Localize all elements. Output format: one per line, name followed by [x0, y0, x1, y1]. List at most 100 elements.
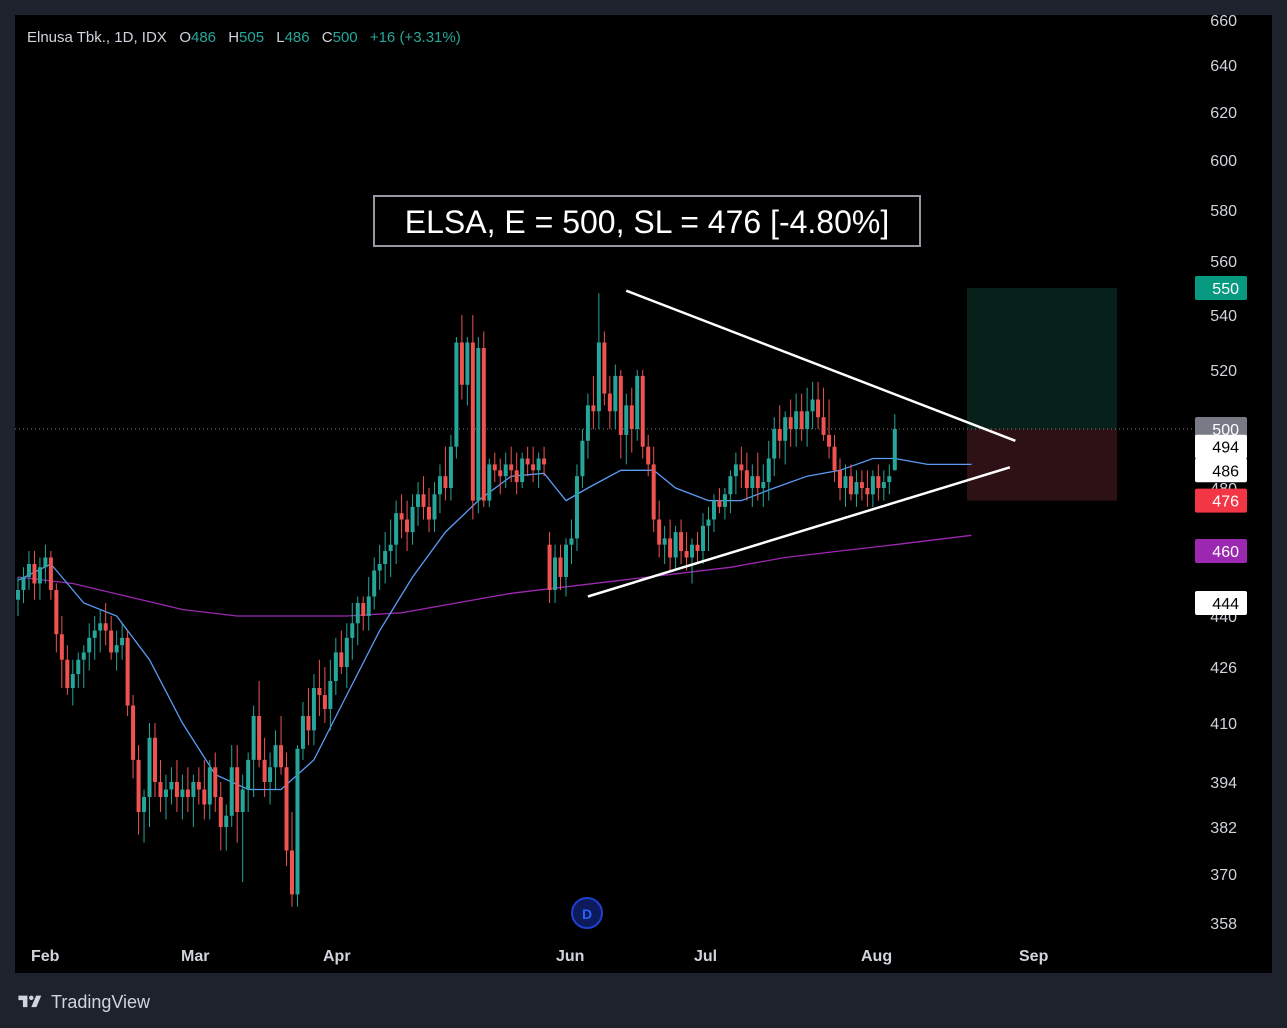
price-marker-label: 476 — [1212, 494, 1239, 511]
candle-body — [728, 476, 733, 495]
y-tick-label: 620 — [1210, 105, 1237, 122]
candle-body — [218, 797, 223, 827]
candle-body — [755, 476, 760, 488]
candle-body — [290, 850, 294, 895]
candle-body — [525, 458, 530, 465]
candle-body — [421, 494, 426, 507]
candle-body — [16, 590, 20, 600]
event-marker-label: D — [582, 906, 592, 922]
candle-body — [70, 674, 75, 688]
candle-body — [207, 767, 212, 805]
price-marker-label: 550 — [1212, 281, 1239, 298]
candle-body — [37, 567, 42, 584]
candle-body — [854, 482, 859, 495]
candle-body — [651, 464, 656, 520]
symbol-title: Elnusa Tbk., 1D, IDX — [27, 29, 167, 46]
high-label: H — [228, 29, 240, 46]
candle-body — [810, 399, 815, 412]
candle-body — [333, 652, 338, 681]
candle-body — [300, 716, 305, 749]
high-value: 505 — [239, 29, 265, 46]
candle-body — [613, 375, 618, 412]
annotation-text: ELSA, E = 500, SL = 476 [-4.80%] — [405, 204, 889, 240]
candle-body — [722, 494, 727, 507]
candle-body — [870, 476, 875, 495]
candle-body — [295, 748, 300, 895]
candle-body — [591, 405, 596, 412]
y-tick-label: 580 — [1210, 203, 1237, 220]
candle-body — [536, 458, 541, 471]
candle-body — [881, 482, 886, 488]
candle-body — [739, 464, 744, 471]
candle-body — [805, 411, 810, 429]
chart-frame[interactable]: Feb Mar Apr Jun Jul Aug Sep 660 640 620 600 580 560 5… — [15, 15, 1272, 973]
candle-body — [470, 342, 475, 501]
slow-moving-average-line — [17, 534, 972, 617]
candle-body — [87, 637, 92, 653]
candle-body — [799, 411, 804, 429]
y-tick-label: 560 — [1210, 254, 1237, 271]
candle-body — [147, 737, 152, 797]
candle-body — [816, 399, 821, 418]
symbol-legend: Elnusa Tbk., 1D, IDX O486 H505 L486 C500… — [27, 29, 461, 46]
x-tick-label: Jul — [694, 948, 717, 965]
candle-body — [750, 476, 755, 488]
candle-body — [246, 759, 251, 790]
tradingview-logo-icon — [18, 995, 42, 1008]
candle-body — [684, 551, 689, 558]
close-label: C — [321, 29, 333, 46]
candle-body — [361, 603, 366, 616]
footer-branding[interactable]: TradingView — [15, 990, 150, 1014]
candle-body — [114, 645, 119, 653]
candle-body — [26, 564, 31, 577]
candle-body — [827, 434, 832, 447]
y-tick-label: 394 — [1210, 775, 1237, 792]
candle-body — [492, 464, 497, 471]
candle-body — [103, 623, 108, 631]
open-value: 486 — [190, 29, 217, 46]
support-trendline — [587, 466, 1011, 598]
candle-body — [48, 557, 53, 590]
y-tick-label: 660 — [1210, 15, 1237, 30]
dividend-event-icon — [571, 897, 603, 929]
candle-body — [355, 603, 360, 624]
candle-body — [640, 375, 645, 447]
candle-body — [498, 470, 503, 477]
candle-body — [695, 544, 700, 551]
candle-body — [454, 342, 459, 447]
y-tick-label: 600 — [1210, 153, 1237, 170]
candle-body — [65, 659, 70, 688]
candle-body — [662, 538, 667, 545]
candle-body — [213, 767, 218, 797]
candle-body — [92, 630, 97, 638]
candle-body — [887, 476, 892, 483]
candle-body — [476, 348, 481, 501]
candle-body — [432, 494, 437, 520]
price-marker-stop — [1195, 488, 1247, 513]
candle-body — [235, 767, 240, 812]
candle-body — [706, 519, 711, 526]
price-chart[interactable]: Feb Mar Apr Jun Jul Aug Sep 660 640 620 600 580 560 5… — [15, 15, 1272, 973]
candle-body — [580, 440, 585, 477]
candle-body — [547, 544, 552, 590]
price-marker-label: 494 — [1212, 440, 1239, 457]
price-marker-ma — [1195, 434, 1247, 459]
candle-body — [229, 767, 234, 816]
candle-body — [202, 789, 207, 805]
candle-body — [701, 525, 705, 551]
candle-body — [443, 476, 448, 488]
candle-body — [717, 500, 722, 507]
candle-body — [394, 513, 399, 545]
candle-body — [848, 476, 853, 495]
candle-body — [585, 405, 590, 441]
candle-body — [169, 782, 174, 790]
candle-body — [43, 557, 48, 568]
candle-body — [437, 476, 442, 495]
candle-body — [427, 506, 431, 520]
candle-body — [268, 767, 273, 782]
candle-body — [618, 375, 623, 435]
y-tick-label: 640 — [1210, 58, 1237, 75]
candle-body — [163, 789, 168, 797]
candle-body — [777, 429, 782, 441]
candle-body — [76, 659, 81, 674]
